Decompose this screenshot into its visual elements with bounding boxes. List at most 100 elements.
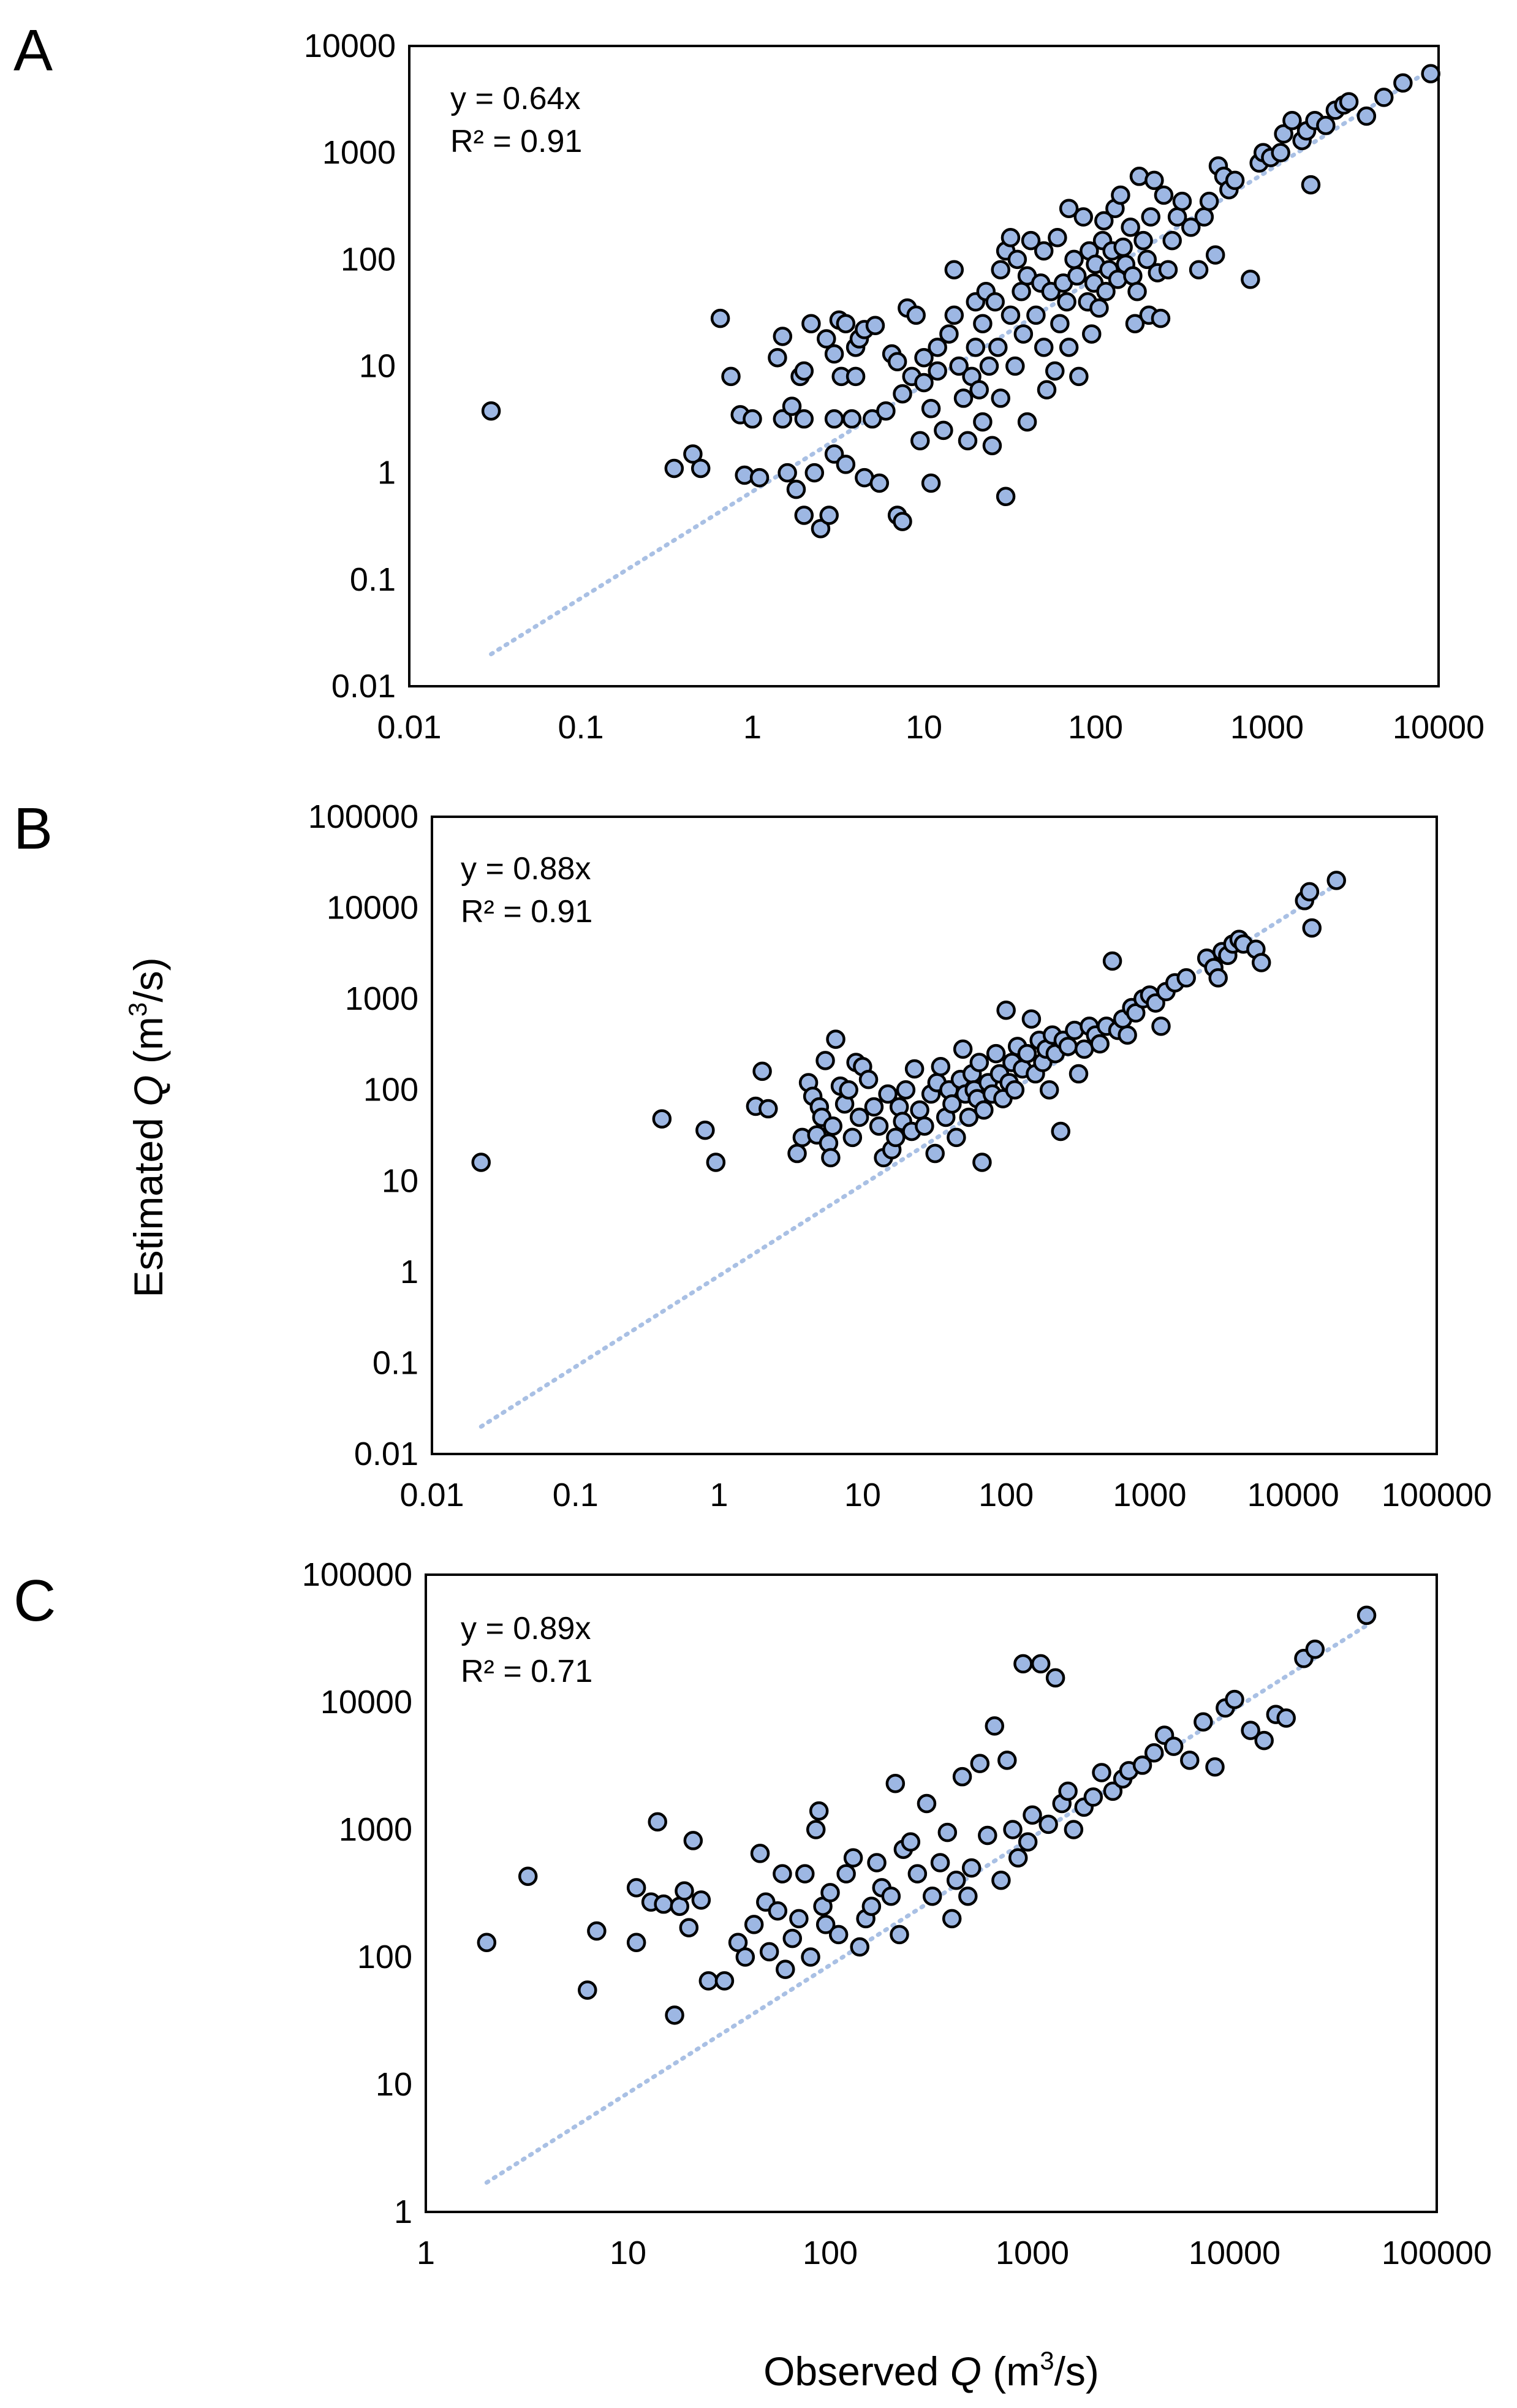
panel-a-x-tick-label: 10000 xyxy=(1393,709,1485,746)
panel-a-data-point xyxy=(1316,115,1336,135)
panel-c-r-squared: R² = 0.71 xyxy=(461,1654,592,1689)
panel-a-data-point xyxy=(1059,338,1079,357)
panel-a-data-point xyxy=(944,260,964,279)
panel-a-data-point xyxy=(782,396,802,416)
panel-b-data-point xyxy=(972,1153,992,1172)
panel-c-x-tick-label: 1 xyxy=(417,2235,435,2271)
panel-c-y-tick-label: 1000 xyxy=(339,1811,412,1848)
panel-c-plot-area xyxy=(425,1573,1438,2213)
panel-a-data-point xyxy=(1059,199,1079,218)
panel-a-data-point xyxy=(1339,92,1359,112)
panel-c-data-point xyxy=(836,1864,856,1884)
panel-b-data-point xyxy=(1151,1017,1171,1036)
panel-a-data-point xyxy=(928,361,947,381)
panel-a-x-ticks: 0.01 0.1 1 10 100 1000 10000 xyxy=(377,709,1485,746)
panel-b-data-point xyxy=(1021,1009,1042,1029)
panel-a-x-tick-label: 1000 xyxy=(1230,709,1304,746)
panel-b-data-point xyxy=(878,1084,898,1104)
panel-a: A 0.01 0.1 1 10 100 1000 10000 0.01 0.1 1 10 100 10… xyxy=(13,18,1485,746)
panel-c-data-point xyxy=(843,1848,863,1868)
panel-a-data-point xyxy=(749,468,770,488)
panel-c-data-point xyxy=(958,1887,978,1906)
panel-c-trendline xyxy=(484,1623,1369,2185)
panel-a-data-point xyxy=(1282,110,1302,131)
panel-a-data-point xyxy=(939,324,959,344)
panel-c-data-point xyxy=(820,1883,840,1903)
panel-c-equation: y = 0.89x xyxy=(461,1611,591,1646)
panel-a-data-point xyxy=(953,388,974,408)
panel-c-data-point xyxy=(970,1754,990,1773)
panel-b-x-tick-label: 10000 xyxy=(1247,1477,1339,1513)
panel-a-data-point xyxy=(794,505,814,525)
panel-c-data-point xyxy=(1092,1763,1111,1782)
panel-a-data-point xyxy=(887,352,907,372)
panel-a-data-point xyxy=(1021,230,1041,251)
panel-a-data-point xyxy=(801,314,821,333)
panel-c-data-point xyxy=(815,1915,836,1934)
panel-c-data-point xyxy=(1254,1730,1274,1751)
panel-a-data-point xyxy=(773,327,793,346)
panel-c-data-point xyxy=(1163,1736,1184,1756)
panel-c-data-point xyxy=(578,1980,597,2000)
panel-b-data-point xyxy=(1102,951,1122,971)
panel-a-data-point xyxy=(921,473,941,493)
panel-a-y-tick-label: 10 xyxy=(359,348,396,385)
panel-b-data-point xyxy=(969,1053,989,1072)
panel-c-data-point xyxy=(930,1853,950,1872)
panel-b-data-point xyxy=(869,1116,889,1136)
panel-b-data-point xyxy=(1208,968,1228,988)
panel-b-plot-area xyxy=(431,816,1438,1455)
panel-a-data-point xyxy=(804,463,825,483)
panel-a-data-point xyxy=(1050,314,1070,333)
panel-a-data-point xyxy=(910,431,930,450)
panel-b-data-point xyxy=(706,1153,726,1172)
panel-a-data-point xyxy=(928,338,947,357)
panel-a-x-tick-label: 1 xyxy=(743,709,762,746)
panel-c-data-point xyxy=(782,1928,803,1948)
panel-c-data-point xyxy=(773,1864,792,1884)
panel-a-data-point xyxy=(973,412,993,432)
panel-a-data-point xyxy=(893,512,912,531)
panel-c-data-point xyxy=(1003,1820,1023,1839)
panel-a-data-point xyxy=(1356,106,1377,126)
panel-a-data-point xyxy=(1064,249,1084,270)
panel-b-y-tick-label: 100000 xyxy=(308,798,418,835)
panel-a-data-point xyxy=(794,409,814,429)
panel-c-data-point xyxy=(1205,1757,1225,1777)
panel-c-label: C xyxy=(13,1568,56,1634)
panel-a-data-point xyxy=(1037,380,1057,399)
panel-a-data-point xyxy=(1073,207,1093,227)
panel-b-data-point xyxy=(886,1127,906,1148)
panel-c-data-point xyxy=(1144,1743,1164,1763)
panel-a-data-point xyxy=(824,344,844,364)
panel-c-data-point xyxy=(768,1901,788,1921)
panel-a-data-point xyxy=(1172,191,1192,211)
panel-c-data-point xyxy=(626,1878,646,1898)
panel-a-data-point xyxy=(1133,230,1153,251)
panel-a-data-point xyxy=(1007,249,1027,270)
panel-a-data-point xyxy=(906,305,926,325)
panel-c-data-point xyxy=(867,1853,887,1872)
panel-b-x-tick-label: 100000 xyxy=(1382,1477,1492,1513)
panel-a-data-point xyxy=(966,338,986,357)
panel-b-data-point xyxy=(931,1057,951,1077)
panel-b-data-point xyxy=(959,1107,979,1127)
panel-a-data-point xyxy=(1057,292,1076,312)
panel-c-data-point xyxy=(1305,1639,1325,1659)
panel-c-data-point xyxy=(1083,1787,1103,1807)
panel-b-data-point xyxy=(1051,1121,1070,1142)
panel-a-data-point xyxy=(1034,241,1054,261)
panel-c-data-point xyxy=(1132,1755,1152,1775)
panel-b-data-point xyxy=(1039,1080,1059,1100)
panel-a-data-point xyxy=(1034,338,1054,357)
panel-c-data-point xyxy=(776,1959,795,1979)
panel-c-x-tick-label: 100000 xyxy=(1382,2235,1492,2271)
panel-b-data-point xyxy=(1074,1039,1094,1059)
panel-a-data-point xyxy=(1189,260,1209,279)
panel-a-data-point xyxy=(969,380,989,399)
panel-a-y-tick-label: 10000 xyxy=(304,28,396,64)
panel-a-data-point xyxy=(1127,282,1147,301)
panel-b-label: B xyxy=(13,796,53,861)
panel-a-y-tick-label: 100 xyxy=(341,241,396,278)
